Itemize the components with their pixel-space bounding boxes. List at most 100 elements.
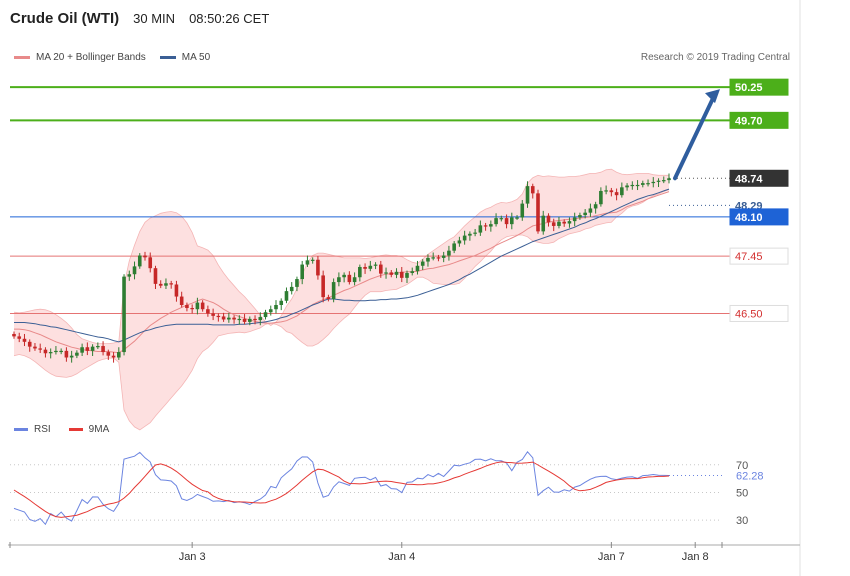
candle-body: [12, 333, 16, 337]
candle-body: [384, 272, 388, 274]
candle-body: [33, 346, 37, 349]
candle-body: [620, 187, 624, 196]
forecast-arrow-head: [705, 89, 720, 104]
candle-body: [441, 255, 446, 258]
candle-body: [536, 193, 540, 232]
candle-body: [399, 271, 404, 278]
candle-body: [300, 264, 304, 280]
candle-body: [331, 282, 336, 299]
x-tick-label: Jan 4: [388, 551, 415, 563]
candle-body: [609, 190, 614, 193]
timeframe-label: 30 MIN: [133, 11, 176, 26]
candle-body: [153, 268, 158, 284]
ma20-legend-label: MA 20 + Bollinger Bands: [36, 52, 146, 63]
candle-body: [656, 180, 661, 182]
credit-text: Research © 2019 Trading Central: [640, 52, 790, 63]
price-legend: MA 20 + Bollinger Bands MA 50: [14, 52, 210, 63]
x-tick-label: Jan 3: [179, 551, 206, 563]
candle-body: [305, 260, 310, 265]
candle-body: [232, 317, 236, 320]
candle-body: [200, 302, 205, 310]
rsi-line: [13, 450, 670, 526]
candle-body: [604, 190, 608, 192]
candle-body: [347, 274, 352, 283]
candle-body: [295, 279, 299, 287]
candle-body: [310, 259, 315, 261]
candle-body: [48, 352, 53, 354]
candle-body: [625, 185, 629, 188]
candle-body: [583, 212, 587, 216]
candle-body: [111, 355, 116, 358]
candle-body: [462, 235, 467, 241]
candle-body: [426, 257, 430, 262]
candle-body: [326, 297, 331, 299]
level-tag-46.50: [729, 304, 789, 322]
candle-body: [468, 233, 472, 236]
candle-body: [27, 341, 32, 347]
rsi-legend: RSI 9MA: [14, 424, 109, 435]
candle-body: [101, 346, 105, 353]
candle-body: [515, 217, 519, 219]
candle-body: [143, 255, 147, 258]
candle-body: [520, 203, 525, 218]
candle-body: [379, 264, 383, 274]
level-label-48.74: 48.74: [735, 173, 763, 185]
candle-body: [635, 184, 640, 187]
x-tick-label: Jan 8: [682, 551, 709, 563]
candle-body: [132, 266, 137, 275]
rsi-level-label: 62.28: [736, 470, 764, 482]
ma50-legend-label: MA 50: [181, 52, 211, 63]
candle-body: [436, 257, 441, 259]
candle-body: [478, 225, 483, 233]
candle-body: [504, 218, 509, 225]
candle-body: [316, 259, 320, 276]
chart-header: Crude Oil (WTI) 30 MIN 08:50:26 CET: [10, 10, 269, 30]
candle-body: [17, 336, 22, 339]
candle-body: [106, 352, 111, 356]
candle-body: [80, 347, 84, 353]
candle-body: [64, 350, 69, 358]
candle-body: [651, 181, 656, 184]
candle-body: [337, 277, 341, 283]
candle-body: [551, 222, 556, 226]
candle-body: [447, 250, 451, 256]
level-label-46.50: 46.50: [735, 308, 763, 320]
candle-body: [211, 313, 215, 316]
candle-body: [557, 221, 561, 226]
candle-body: [661, 180, 666, 182]
candle-body: [242, 318, 247, 322]
candle-body: [599, 190, 603, 205]
level-tag-50.25: [729, 78, 789, 96]
candle-body: [69, 355, 74, 358]
candle-body: [195, 302, 200, 310]
rsi-ma-legend-label: 9MA: [88, 424, 110, 435]
forecast-arrow-shaft: [673, 92, 717, 181]
candle-body: [237, 318, 242, 321]
candle-body: [85, 347, 90, 351]
candle-body: [279, 300, 284, 305]
ma50-swatch: [159, 56, 176, 59]
candle-body: [499, 218, 504, 220]
candle-body: [59, 350, 63, 353]
rsi-tick-30: 30: [736, 515, 748, 527]
candle-body: [373, 264, 378, 266]
candle-body: [268, 309, 273, 313]
x-tick-label: Jan 7: [598, 551, 625, 563]
level-tag-48.74: [729, 169, 789, 187]
candle-body: [221, 316, 226, 320]
candle-body: [641, 183, 645, 185]
candle-body: [227, 317, 231, 320]
candle-body: [54, 350, 58, 353]
candle-body: [588, 208, 593, 213]
rsi-ma-line: [13, 461, 670, 518]
timestamp-label: 08:50:26 CET: [189, 11, 270, 26]
candle-body: [457, 240, 462, 244]
candle-body: [494, 218, 498, 225]
candle-body: [38, 348, 42, 350]
level-label-50.25: 50.25: [735, 82, 763, 94]
candle-body: [483, 225, 488, 227]
candle-body: [358, 266, 362, 278]
rsi-swatch: [14, 428, 28, 431]
candle-body: [415, 265, 420, 272]
